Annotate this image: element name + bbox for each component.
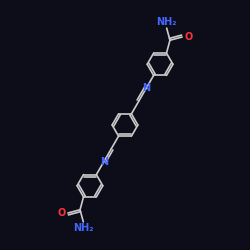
Text: O: O bbox=[184, 32, 192, 42]
Text: NH₂: NH₂ bbox=[73, 224, 94, 234]
Text: N: N bbox=[100, 157, 108, 167]
Text: NH₂: NH₂ bbox=[156, 16, 177, 26]
Text: N: N bbox=[142, 83, 150, 93]
Text: O: O bbox=[57, 208, 66, 218]
